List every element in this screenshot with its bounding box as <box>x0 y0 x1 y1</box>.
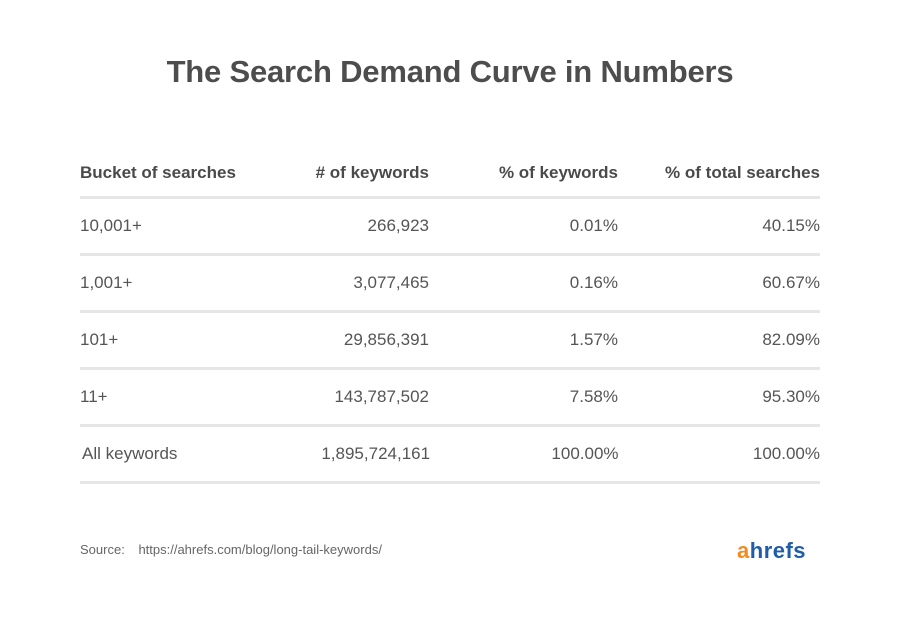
table-header-row: Bucket of searches # of keywords % of ke… <box>80 150 820 199</box>
cell-pct-keywords: 1.57% <box>569 330 618 349</box>
logo-accent-letter: a <box>737 538 750 563</box>
cell-num-keywords: 3,077,465 <box>353 273 429 292</box>
cell-bucket: All keywords <box>82 444 178 463</box>
table-row: 1,001+ 3,077,465 0.16% 60.67% <box>80 256 820 313</box>
source-label: Source: <box>80 542 125 557</box>
cell-num-keywords: 266,923 <box>367 216 429 235</box>
header-pct-searches: % of total searches <box>665 163 820 182</box>
cell-pct-searches: 100.00% <box>752 444 820 463</box>
header-bucket: Bucket of searches <box>80 163 236 182</box>
cell-bucket: 1,001+ <box>80 273 133 292</box>
header-pct-keywords: % of keywords <box>498 163 618 182</box>
table-row: 10,001+ 266,923 0.01% 40.15% <box>80 199 820 256</box>
table-row: 11+ 143,787,502 7.58% 95.30% <box>80 370 820 427</box>
cell-pct-keywords: 100.00% <box>551 444 619 463</box>
table-row-total: All keywords 1,895,724,161 100.00% 100.0… <box>80 427 820 484</box>
cell-pct-keywords: 0.16% <box>569 273 618 292</box>
cell-pct-keywords: 0.01% <box>569 216 618 235</box>
cell-num-keywords: 1,895,724,161 <box>321 444 431 463</box>
source-note: Source: https://ahrefs.com/blog/long-tai… <box>80 542 382 557</box>
page-title: The Search Demand Curve in Numbers <box>166 54 734 89</box>
table-row: 101+ 29,856,391 1.57% 82.09% <box>80 313 820 370</box>
data-table: Bucket of searches # of keywords % of ke… <box>80 150 820 484</box>
cell-bucket: 101+ <box>80 330 119 349</box>
cell-pct-searches: 60.67% <box>762 273 820 292</box>
logo-text: hrefs <box>749 538 807 563</box>
header-num-keywords: # of keywords <box>315 163 429 182</box>
ahrefs-logo: ahrefs <box>737 538 806 564</box>
cell-pct-keywords: 7.58% <box>569 387 618 406</box>
cell-num-keywords: 143,787,502 <box>334 387 429 406</box>
source-url: https://ahrefs.com/blog/long-tail-keywor… <box>138 542 382 557</box>
cell-bucket: 11+ <box>80 387 108 406</box>
cell-bucket: 10,001+ <box>80 216 142 235</box>
cell-pct-searches: 95.30% <box>762 387 820 406</box>
cell-pct-searches: 82.09% <box>762 330 820 349</box>
cell-num-keywords: 29,856,391 <box>343 330 429 349</box>
cell-pct-searches: 40.15% <box>762 216 820 235</box>
